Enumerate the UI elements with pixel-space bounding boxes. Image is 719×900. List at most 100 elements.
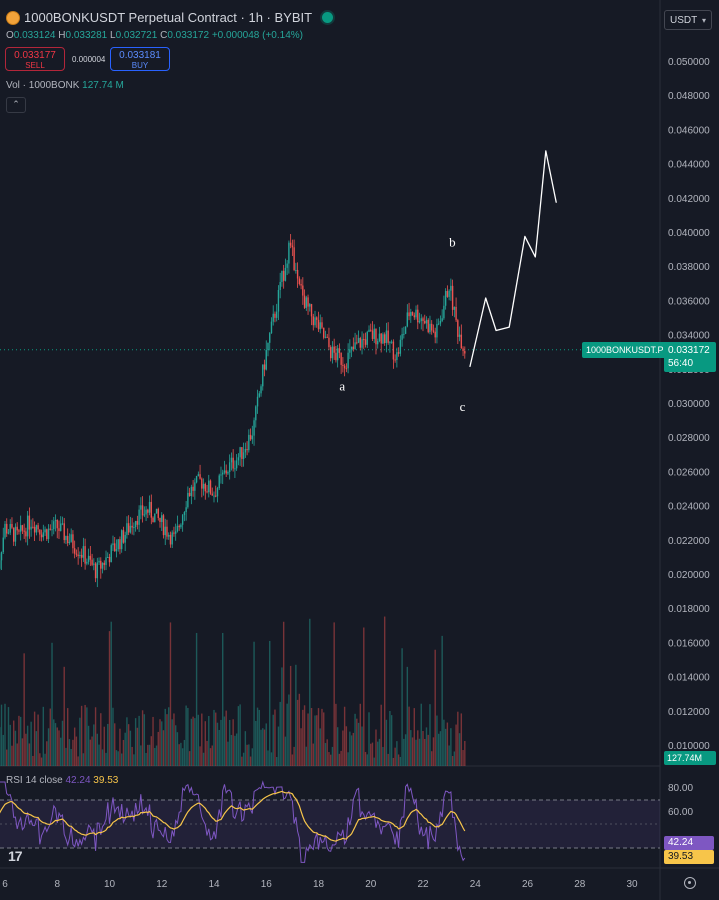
- high-value: 0.033281: [65, 30, 108, 41]
- candle-body: [394, 359, 396, 361]
- candle-body: [255, 406, 257, 421]
- candle-body: [171, 532, 173, 545]
- volume-bar: [408, 706, 410, 766]
- volume-bar: [333, 622, 335, 766]
- candle-body: [333, 346, 335, 353]
- volume-bar: [359, 703, 361, 766]
- wave-label: c: [460, 399, 466, 414]
- candle-body: [357, 338, 360, 343]
- candle-body: [72, 534, 74, 549]
- candle-body: [197, 474, 200, 476]
- candle-body: [443, 305, 445, 319]
- candle-body: [35, 525, 38, 533]
- volume-bar: [215, 712, 217, 766]
- sell-button[interactable]: 0.033177 SELL: [5, 47, 65, 71]
- symbol-title[interactable]: 1000BONKUSDT Perpetual Contract · 1h · B…: [24, 10, 313, 25]
- volume-bar: [11, 745, 13, 766]
- candle-body: [366, 331, 368, 345]
- volume-bar: [382, 746, 384, 766]
- price-tick-label: 0.010000: [668, 741, 710, 752]
- wave-label: b: [449, 235, 456, 250]
- candle-body: [309, 304, 311, 307]
- volume-bar: [265, 723, 267, 766]
- volume-bar: [84, 704, 86, 766]
- candle-body: [324, 336, 327, 338]
- chevron-down-icon: ▾: [701, 16, 706, 25]
- candle-body: [16, 526, 18, 531]
- candle-body: [201, 478, 203, 489]
- volume-bar: [302, 709, 304, 766]
- candle-body: [396, 352, 398, 361]
- chevron-up-icon[interactable]: ⌃: [6, 97, 26, 113]
- volume-bar: [434, 649, 436, 766]
- volume-bar: [450, 728, 452, 766]
- volume-value: 127.74 M: [82, 80, 124, 91]
- sell-label: SELL: [25, 61, 45, 70]
- candle-body: [103, 562, 105, 565]
- candle-body: [258, 393, 260, 397]
- candle-body: [6, 523, 8, 534]
- volume-bar: [28, 743, 31, 766]
- rsi-tick-label: 80.00: [668, 783, 693, 794]
- gear-icon[interactable]: [684, 877, 696, 889]
- currency-label: USDT: [670, 15, 698, 26]
- volume-bar: [389, 710, 391, 766]
- volume-bar: [223, 716, 226, 766]
- candle-body: [107, 557, 109, 559]
- volume-bar: [284, 736, 287, 766]
- price-tick-label: 0.028000: [668, 433, 710, 444]
- volume-bar: [222, 632, 224, 766]
- candle-body: [58, 528, 60, 531]
- volume-bar: [190, 718, 193, 766]
- volume-legend[interactable]: Vol · 1000BONK 127.74 M: [6, 80, 124, 91]
- volume-bar: [286, 703, 288, 766]
- candle-body: [213, 495, 215, 497]
- candle-body: [51, 529, 53, 531]
- volume-bar: [46, 741, 48, 766]
- volume-bar: [443, 719, 445, 766]
- volume-bar: [316, 715, 318, 766]
- buy-price: 0.033181: [119, 50, 161, 61]
- volume-bar: [253, 641, 255, 766]
- volume-bar: [451, 756, 454, 766]
- candle-body: [286, 263, 288, 268]
- candle-body: [131, 525, 133, 528]
- volume-bar: [77, 756, 79, 766]
- candle-body: [206, 491, 208, 493]
- rsi-legend[interactable]: RSI 14 close 42.24 39.53: [6, 775, 118, 786]
- volume-bar: [159, 719, 161, 766]
- volume-bar: [323, 712, 325, 766]
- candle-body: [410, 312, 412, 317]
- candle-body: [323, 327, 325, 338]
- candle-body: [284, 267, 287, 281]
- candle-body: [380, 333, 382, 344]
- volume-bar: [181, 748, 184, 766]
- volume-bar: [6, 749, 8, 766]
- currency-select[interactable]: USDT ▾: [664, 10, 712, 30]
- candle-body: [429, 323, 431, 333]
- volume-bar: [387, 753, 389, 766]
- buy-button[interactable]: 0.033181 BUY: [110, 47, 170, 71]
- volume-bar: [32, 755, 34, 766]
- candle-body: [350, 346, 353, 350]
- candle-body: [180, 524, 182, 528]
- candle-body: [7, 532, 10, 534]
- volume-bar: [361, 726, 363, 766]
- candle-body: [363, 339, 365, 341]
- market-open-icon: [322, 12, 334, 23]
- candle-body: [451, 285, 454, 310]
- volume-bar: [411, 737, 414, 766]
- volume-bar: [312, 743, 314, 766]
- time-tick-label: 18: [313, 879, 325, 890]
- time-tick-label: 14: [208, 879, 220, 890]
- rsi-ma-line: [0, 790, 466, 842]
- candle-body: [427, 319, 429, 333]
- volume-bar: [112, 707, 114, 766]
- time-tick-label: 8: [54, 879, 60, 890]
- volume-bar: [237, 706, 240, 766]
- candle-body: [418, 321, 421, 323]
- candle-body: [399, 339, 402, 354]
- candle-body: [444, 291, 447, 306]
- candle-body: [147, 509, 149, 513]
